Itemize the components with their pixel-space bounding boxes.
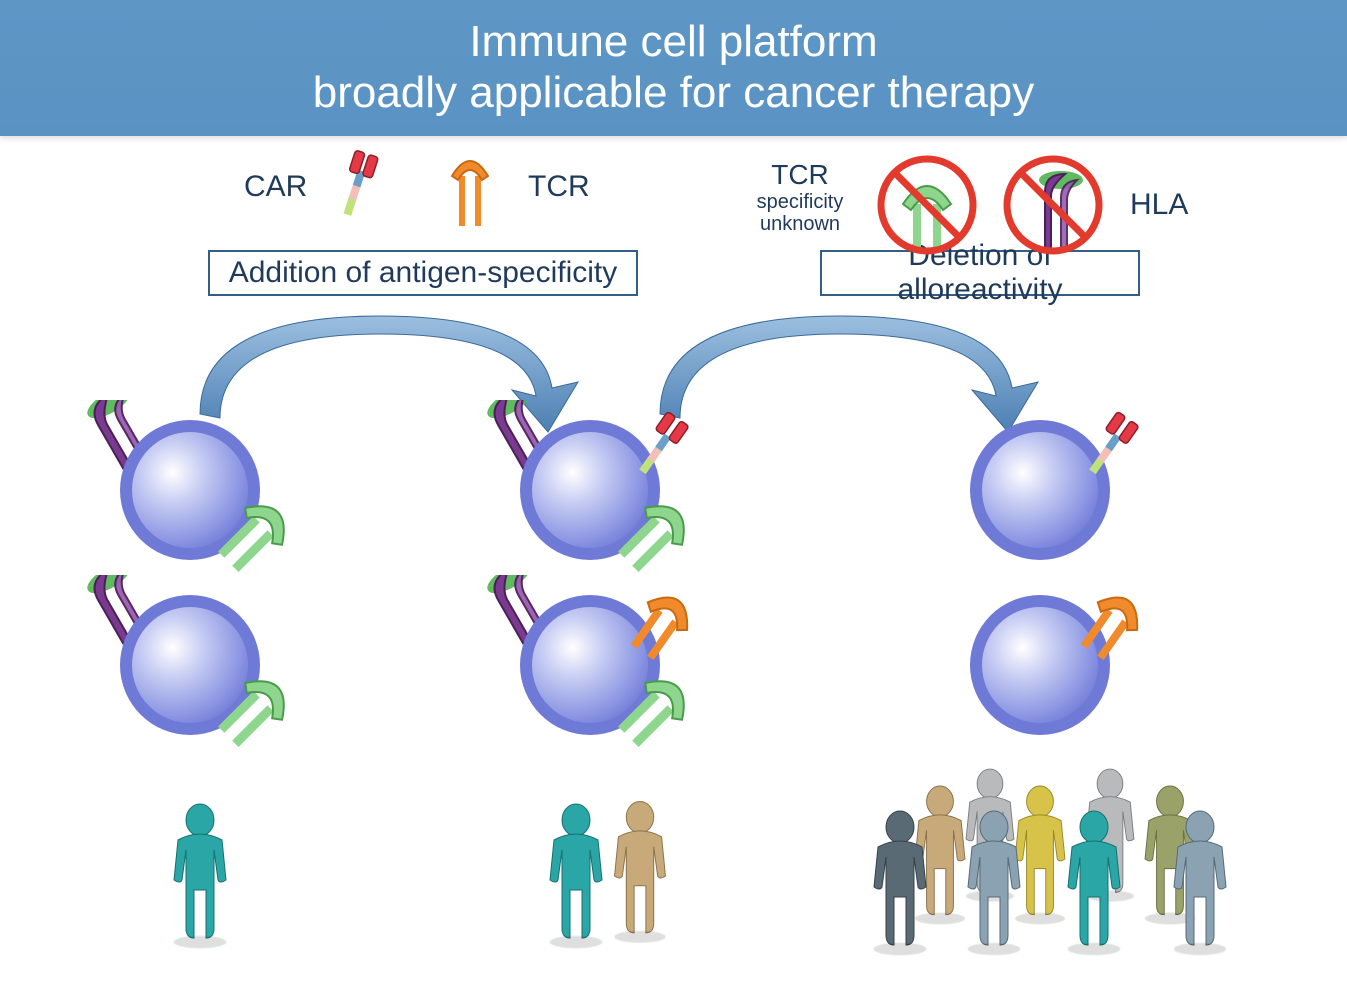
- tcr-label: TCR: [528, 170, 590, 204]
- car-icon: [326, 150, 386, 226]
- tcr-unknown-label: TCR specificity unknown: [740, 160, 860, 235]
- car-label: CAR: [244, 170, 307, 204]
- title-line-1: Immune cell platform: [469, 17, 877, 68]
- cell-col1-bot: [70, 575, 330, 755]
- people-col1: [130, 770, 270, 990]
- people-col3: [840, 740, 1260, 1000]
- tcr-unknown-line2: specificity: [757, 191, 844, 213]
- tcr-unknown-line3: unknown: [760, 213, 840, 235]
- cell-col2-top: [470, 400, 750, 580]
- cell-col3-top: [940, 400, 1180, 580]
- cell-col3-bot: [940, 575, 1180, 755]
- tcr-icon: [440, 150, 500, 228]
- hla-label: HLA: [1130, 188, 1188, 222]
- cell-col1-top: [70, 400, 330, 580]
- prohibit-tcr-icon: [872, 150, 982, 260]
- cell-col2-bot: [470, 575, 750, 755]
- tcr-unknown-line1: TCR: [740, 160, 860, 191]
- title-banner: Immune cell platform broadly applicable …: [0, 0, 1347, 136]
- people-col2: [500, 770, 720, 990]
- prohibit-hla-icon: [998, 150, 1108, 260]
- title-line-2: broadly applicable for cancer therapy: [313, 68, 1035, 119]
- box-addition: Addition of antigen-specificity: [208, 250, 638, 296]
